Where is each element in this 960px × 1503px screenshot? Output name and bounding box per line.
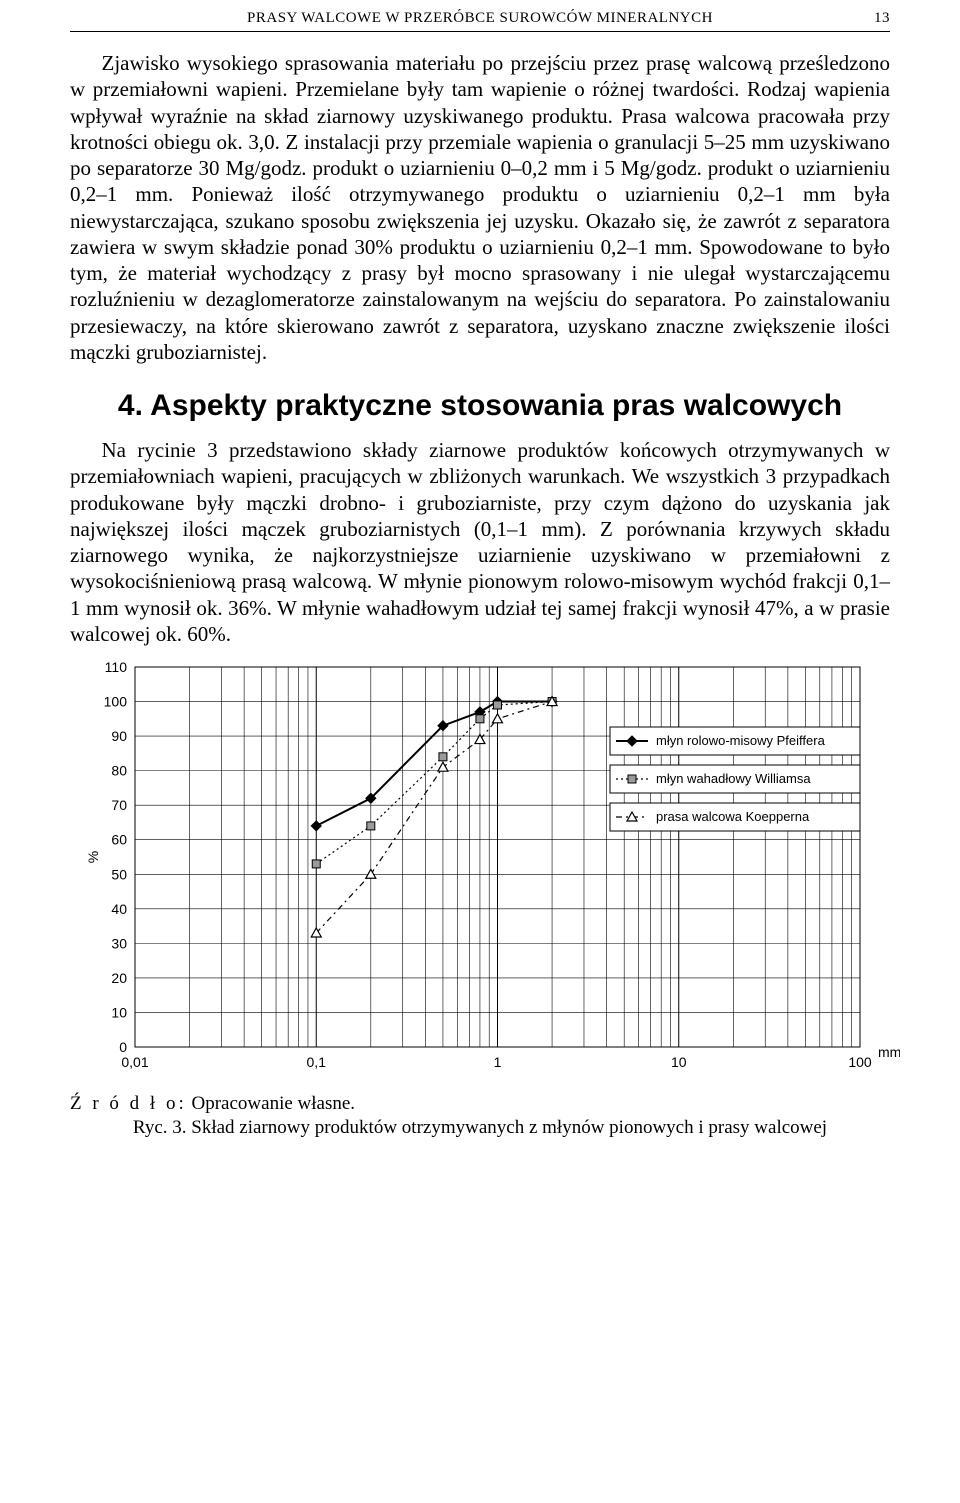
- svg-text:100: 100: [104, 694, 128, 710]
- source-text: Opracowanie własne.: [187, 1093, 355, 1114]
- svg-text:mm: mm: [878, 1044, 900, 1060]
- svg-text:50: 50: [111, 866, 127, 882]
- grain-size-chart: 01020304050607080901001100,010,1110100%m…: [80, 657, 890, 1087]
- body-paragraph-1: Zjawisko wysokiego sprasowania materiału…: [70, 50, 890, 365]
- body-paragraph-2: Na rycinie 3 przedstawiono składy ziarno…: [70, 437, 890, 647]
- svg-text:60: 60: [111, 832, 127, 848]
- source-label: Ź r ó d ł o:: [70, 1093, 187, 1114]
- svg-text:%: %: [85, 851, 101, 863]
- svg-text:100: 100: [848, 1054, 872, 1070]
- svg-text:90: 90: [111, 728, 127, 744]
- page-number: 13: [874, 10, 890, 27]
- figure-source: Ź r ó d ł o: Opracowanie własne.: [70, 1093, 890, 1115]
- svg-text:1: 1: [494, 1054, 502, 1070]
- running-header: PRASY WALCOWE W PRZERÓBCE SUROWCÓW MINER…: [70, 0, 890, 27]
- running-title: PRASY WALCOWE W PRZERÓBCE SUROWCÓW MINER…: [247, 10, 713, 26]
- svg-text:młyn wahadłowy Williamsa: młyn wahadłowy Williamsa: [656, 771, 811, 786]
- section-heading: 4. Aspekty praktyczne stosowania pras wa…: [70, 389, 890, 423]
- figure-caption: Ryc. 3. Skład ziarnowy produktów otrzymy…: [70, 1117, 890, 1139]
- svg-text:prasa walcowa Koepperna: prasa walcowa Koepperna: [656, 809, 810, 824]
- svg-text:0,1: 0,1: [307, 1054, 327, 1070]
- svg-text:30: 30: [111, 935, 127, 951]
- svg-text:110: 110: [105, 659, 128, 675]
- svg-text:80: 80: [111, 763, 127, 779]
- svg-text:0,01: 0,01: [121, 1054, 148, 1070]
- svg-text:10: 10: [111, 1004, 127, 1020]
- svg-text:10: 10: [671, 1054, 687, 1070]
- svg-text:70: 70: [111, 797, 127, 813]
- svg-text:0: 0: [119, 1039, 127, 1055]
- svg-text:40: 40: [111, 901, 127, 917]
- header-rule: [70, 31, 890, 32]
- svg-text:20: 20: [111, 970, 127, 986]
- svg-text:młyn rolowo-misowy Pfeiffera: młyn rolowo-misowy Pfeiffera: [656, 733, 826, 748]
